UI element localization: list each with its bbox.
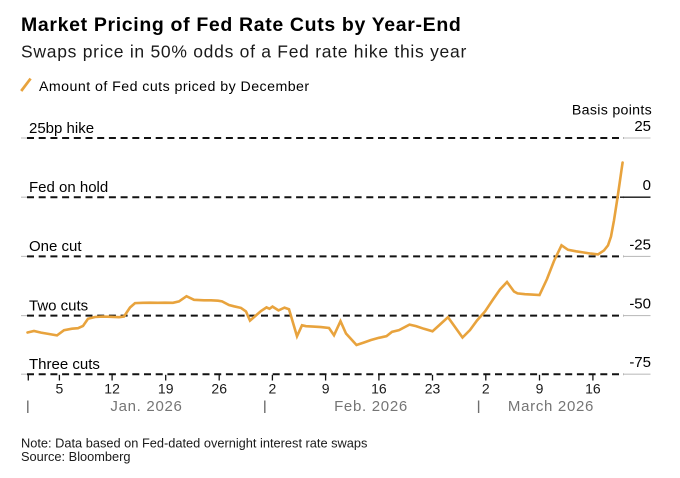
svg-text:Feb. 2026: Feb. 2026 (334, 398, 408, 415)
svg-text:19: 19 (158, 381, 174, 397)
svg-text:Two cuts: Two cuts (29, 297, 88, 314)
svg-text:Market Pricing of Fed Rate Cut: Market Pricing of Fed Rate Cuts by Year-… (21, 14, 461, 36)
svg-text:Jan. 2026: Jan. 2026 (110, 398, 182, 415)
svg-text:One cut: One cut (29, 238, 82, 255)
svg-text:-25: -25 (629, 237, 651, 254)
svg-text:Three cuts: Three cuts (29, 356, 100, 373)
svg-text:16: 16 (585, 381, 601, 397)
svg-text:26: 26 (211, 381, 227, 397)
svg-text:Fed on hold: Fed on hold (29, 179, 108, 196)
svg-text:9: 9 (322, 381, 330, 397)
svg-text:Swaps price in 50% odds of a F: Swaps price in 50% odds of a Fed rate hi… (21, 42, 467, 62)
svg-text:-75: -75 (629, 354, 651, 371)
svg-text:9: 9 (536, 381, 544, 397)
svg-text:25bp hike: 25bp hike (29, 120, 94, 137)
svg-text:23: 23 (425, 381, 441, 397)
svg-text:12: 12 (104, 381, 120, 397)
svg-text:Note: Data based on Fed-dated: Note: Data based on Fed-dated overnight … (21, 436, 367, 451)
svg-text:2: 2 (269, 381, 277, 397)
svg-text:5: 5 (56, 381, 64, 397)
svg-text:Source: Bloomberg: Source: Bloomberg (21, 449, 131, 464)
svg-text:25: 25 (634, 118, 651, 135)
svg-text:2: 2 (482, 381, 490, 397)
svg-text:-50: -50 (629, 296, 651, 313)
svg-text:March 2026: March 2026 (508, 398, 594, 415)
svg-text:Basis points: Basis points (572, 103, 652, 119)
svg-text:Amount of Fed cuts priced by D: Amount of Fed cuts priced by December (39, 79, 310, 95)
svg-text:0: 0 (643, 177, 651, 194)
svg-text:16: 16 (371, 381, 387, 397)
